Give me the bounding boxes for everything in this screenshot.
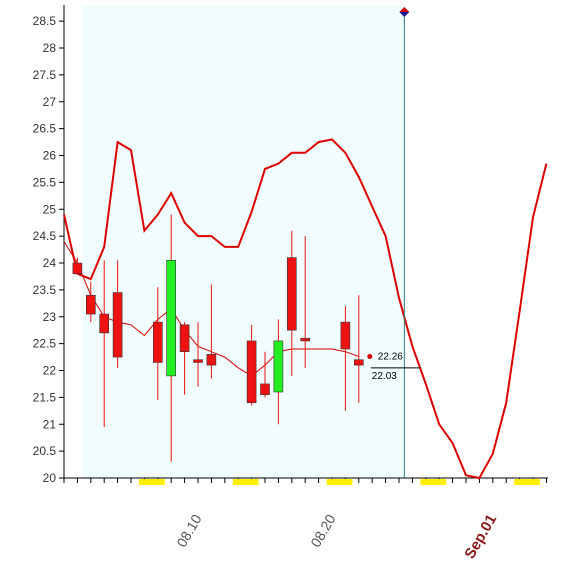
y-tick-label: 21.5 (33, 390, 57, 404)
y-tick-label: 21 (43, 417, 57, 431)
candle (153, 287, 163, 401)
candle (206, 284, 217, 379)
last-value-label: 22.26 (378, 352, 403, 363)
candle (99, 260, 109, 427)
y-tick-label: 24 (43, 256, 57, 270)
weekend-marker (514, 479, 541, 485)
candle (166, 214, 176, 462)
candle (300, 236, 311, 368)
current-date-marker (399, 7, 410, 17)
x-axis: 08.10 08.20 Sep.01 (63, 477, 548, 562)
candle (286, 230, 297, 376)
y-tick-label: 23.5 (33, 283, 57, 297)
annotations: 22.26 22.03 (367, 352, 421, 382)
candle-body (166, 260, 176, 377)
candle-body (99, 313, 109, 334)
shaded-history-region (82, 5, 405, 478)
y-tick-label: 28.5 (33, 14, 57, 28)
upper-envelope-line (63, 138, 548, 480)
y-tick-label: 25 (43, 202, 57, 216)
candle (193, 322, 203, 387)
x-date-label: 08.10 (173, 511, 204, 550)
marker-top-half (399, 7, 410, 12)
y-axis: 20 20.5 21 21.5 22 22.5 23 23.5 24 24.5 25 25.5 26 26… (33, 5, 65, 485)
candle-body (112, 292, 123, 358)
y-tick-label: 20.5 (33, 444, 57, 458)
weekend-marker (326, 479, 353, 485)
last-close-label: 22.03 (372, 371, 397, 382)
candle-body (206, 354, 217, 366)
weekend-marker (232, 479, 259, 485)
candle (340, 306, 351, 411)
y-tick-label: 28 (43, 41, 57, 55)
candle (72, 257, 83, 275)
candle (353, 295, 364, 403)
weekend-markers (139, 479, 541, 485)
candle-body (353, 359, 364, 366)
candle-body (340, 321, 351, 350)
candle (260, 351, 270, 398)
candle-body (72, 262, 83, 275)
candle-body (179, 324, 190, 352)
x-month-label: Sep.01 (461, 512, 500, 562)
candle-body (300, 337, 311, 342)
candle (112, 260, 123, 368)
candle (86, 281, 96, 323)
weekend-marker (420, 479, 447, 485)
candle-body (260, 383, 270, 395)
candle-body (86, 294, 96, 315)
y-tick-label: 25.5 (33, 175, 57, 189)
x-date-label: 08.20 (307, 511, 338, 550)
candlesticks (72, 214, 364, 462)
last-value-dot (367, 354, 373, 360)
candle (179, 322, 190, 395)
candle (273, 319, 284, 425)
candle-body (273, 340, 284, 393)
y-tick-label: 22.5 (33, 337, 57, 351)
y-tick-label: 27.5 (33, 68, 57, 82)
y-tick-label: 23 (43, 310, 57, 324)
y-tick-label: 24.5 (33, 229, 57, 243)
candle-body (193, 359, 203, 363)
weekend-marker (139, 479, 165, 485)
y-tick-label: 27 (43, 95, 57, 109)
marker-bottom-half (399, 12, 410, 17)
candle (246, 324, 257, 406)
candle-body (286, 257, 297, 331)
candle-body (153, 321, 163, 363)
y-tick-label: 26.5 (33, 122, 57, 136)
y-tick-label: 20 (43, 471, 57, 485)
y-tick-label: 26 (43, 149, 57, 163)
y-tick-label: 22 (43, 364, 57, 378)
candle-body (246, 340, 257, 404)
